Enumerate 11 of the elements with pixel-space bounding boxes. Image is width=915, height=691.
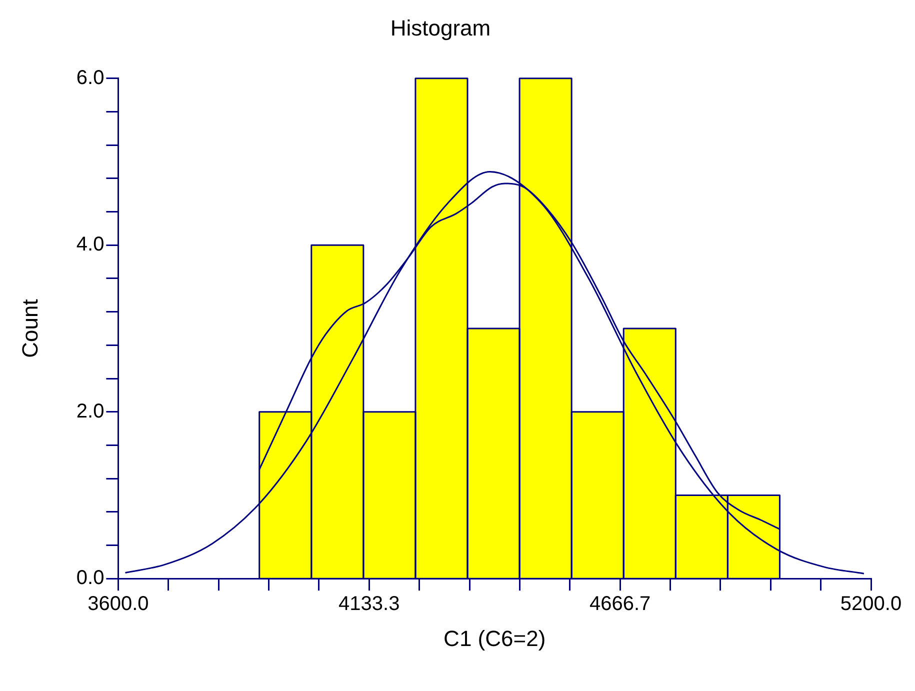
x-tick-label: 5200.0 xyxy=(840,593,902,616)
x-axis-title: C1 (C6=2) xyxy=(444,626,546,651)
y-axis-title: Count xyxy=(17,299,42,358)
chart-title: Histogram xyxy=(390,15,491,40)
x-tick-label: 3600.0 xyxy=(88,593,149,616)
y-tick-label: 6.0 xyxy=(76,66,104,89)
y-tick-label: 4.0 xyxy=(76,234,104,256)
x-tick-label: 4133.3 xyxy=(338,593,400,616)
x-tick-label: 4666.7 xyxy=(589,593,651,616)
y-tick-label: 2.0 xyxy=(76,400,104,422)
y-tick-label: 0.0 xyxy=(76,567,104,590)
